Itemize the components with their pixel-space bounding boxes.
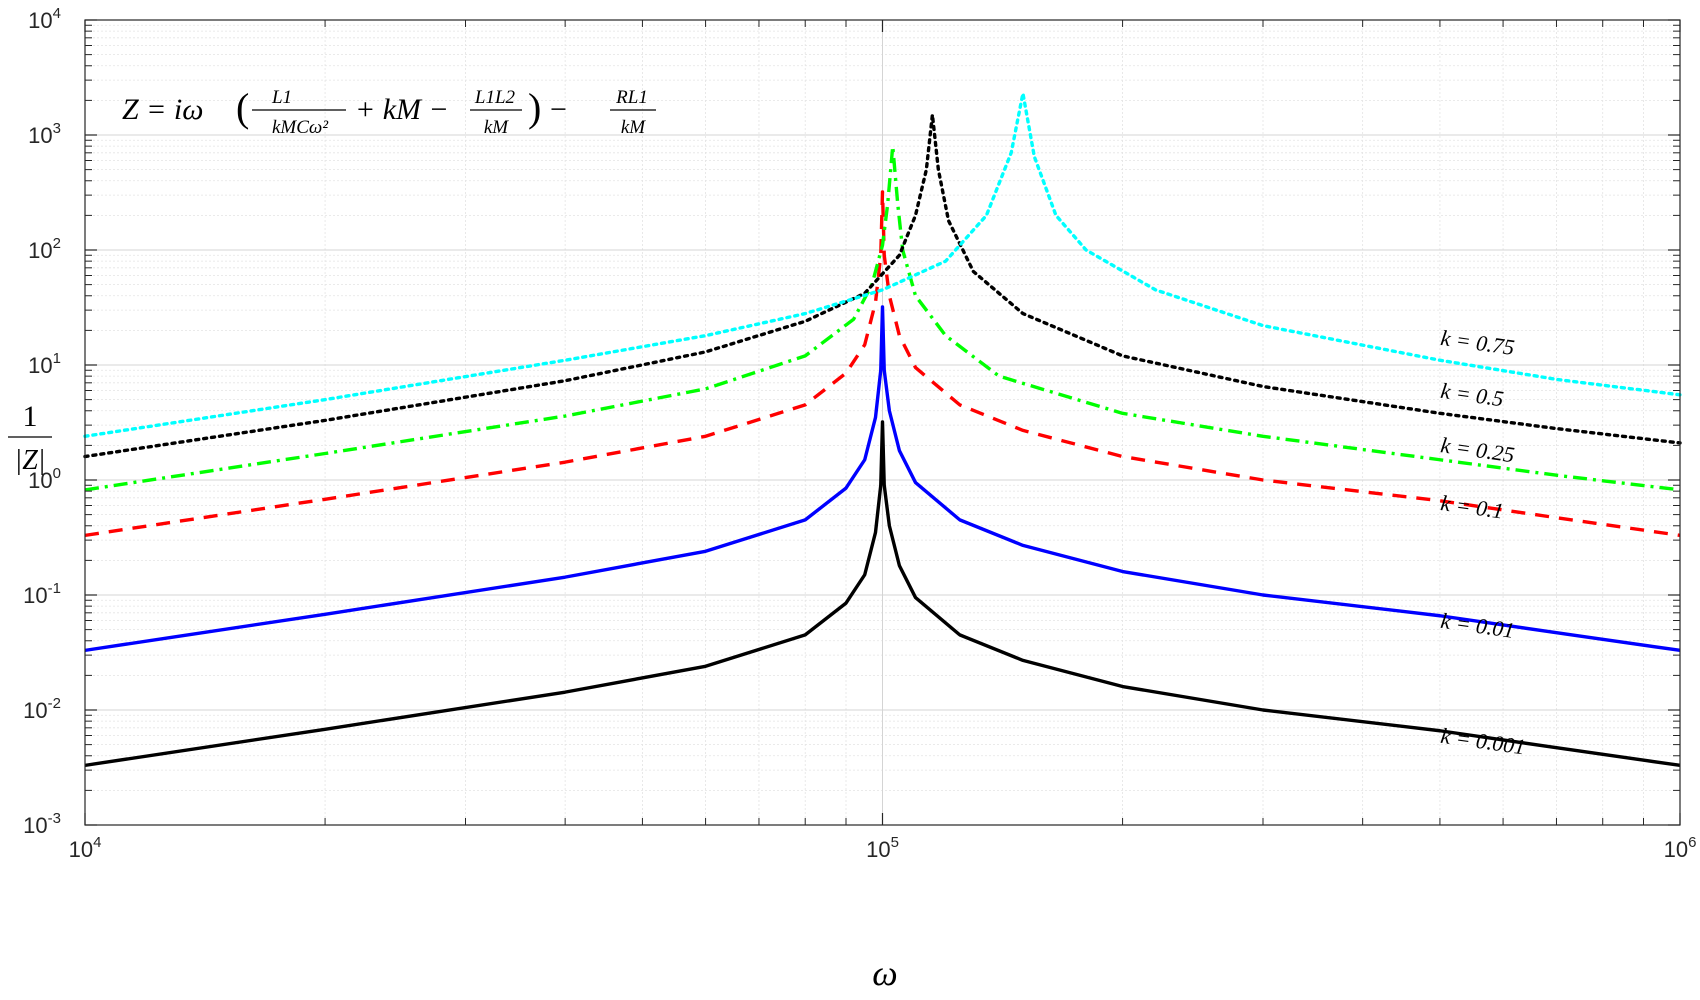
- x-axis-label: ω: [872, 953, 897, 993]
- x-tick-label: 106: [1664, 834, 1697, 862]
- y-tick-label: 10-3: [23, 810, 61, 838]
- series-line-0.001: [84, 420, 1681, 768]
- y-axis-label-denominator: |Z|: [15, 445, 46, 476]
- series-line-0.75: [83, 91, 1682, 438]
- formula-annotation: Z = iω ( L1 kMCω² + kM − L1L2 kM ) − RL1…: [122, 85, 656, 138]
- formula-minus: −: [550, 93, 567, 126]
- y-tick-label: 10-1: [23, 580, 61, 608]
- formula-term1-num: L1: [271, 87, 292, 108]
- formula-paren-right: ): [528, 85, 541, 130]
- formula-term3-num: RL1: [615, 87, 648, 108]
- tick-labels: 104 105 106 10-3 10-2 10-1 100 101 102 103 104: [23, 5, 1696, 862]
- formula-paren-left: (: [236, 85, 249, 130]
- x-tick-label: 104: [69, 834, 102, 862]
- y-tick-label: 100: [28, 465, 61, 493]
- y-axis-label-numerator: 1: [23, 400, 38, 433]
- tick-marks: [84, 19, 1681, 826]
- y-tick-label: 101: [28, 350, 61, 378]
- y-tick-label: 104: [28, 5, 61, 33]
- series-line-0.25: [84, 144, 1681, 492]
- x-tick-label: 105: [866, 834, 899, 862]
- series-layer: [83, 91, 1682, 768]
- formula-lhs: Z = iω: [122, 93, 203, 126]
- y-tick-label: 10-2: [23, 695, 61, 723]
- y-axis-label: 1 |Z|: [8, 400, 52, 476]
- formula-mid: + kM −: [355, 93, 449, 126]
- formula-term2-den: kM: [484, 117, 509, 138]
- formula-term2-num: L1L2: [474, 87, 516, 108]
- series-line-0.01: [84, 305, 1681, 653]
- formula-term1-den: kMCω²: [272, 117, 328, 138]
- y-tick-label: 102: [28, 235, 61, 263]
- y-tick-label: 103: [28, 120, 61, 148]
- formula-term3-den: kM: [621, 117, 646, 138]
- series-line-0.1: [84, 190, 1681, 538]
- series-line-0.5: [83, 113, 1682, 459]
